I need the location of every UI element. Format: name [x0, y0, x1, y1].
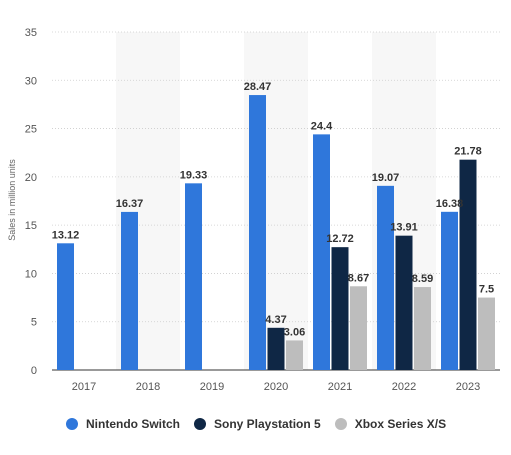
y-tick-label: 20 — [25, 172, 37, 184]
value-label: 12.72 — [326, 233, 354, 245]
bar — [441, 211, 458, 370]
x-tick-label: 2017 — [72, 381, 96, 393]
bar — [331, 247, 349, 370]
legend: Nintendo Switch Sony Playstation 5 Xbox … — [66, 417, 460, 431]
bar — [313, 134, 330, 370]
x-tick-label: 2023 — [456, 381, 480, 393]
value-label: 4.37 — [265, 314, 286, 326]
x-tick-label: 2020 — [264, 381, 288, 393]
value-label: 16.37 — [116, 198, 144, 210]
y-tick-label: 5 — [31, 317, 37, 329]
y-axis-title: Sales in million units — [7, 159, 17, 241]
legend-item-xbox-series-xs[interactable]: Xbox Series X/S — [334, 417, 447, 431]
value-label: 8.59 — [412, 273, 433, 285]
value-label: 3.06 — [284, 326, 305, 338]
bar — [57, 243, 74, 370]
bar — [478, 297, 495, 370]
legend-item-nintendo-switch[interactable]: Nintendo Switch — [66, 417, 180, 431]
y-axis-ticks: 0 5 10 15 20 25 30 35 — [25, 27, 37, 377]
alternating-year-bands — [116, 32, 436, 370]
value-label: 19.33 — [180, 169, 208, 181]
value-label: 13.91 — [390, 222, 418, 234]
legend-label: Xbox Series X/S — [354, 417, 447, 431]
x-axis-ticks: 2017 2018 2019 2020 2021 2022 2023 — [72, 381, 480, 393]
value-label: 13.12 — [52, 229, 80, 241]
legend-label: Sony Playstation 5 — [214, 417, 321, 431]
x-tick-label: 2022 — [392, 381, 416, 393]
legend-label: Nintendo Switch — [86, 417, 180, 431]
bar — [414, 287, 431, 370]
bar — [395, 235, 413, 370]
value-label: 16.38 — [436, 198, 464, 210]
bars — [57, 95, 495, 370]
legend-item-sony-playstation-5[interactable]: Sony Playstation 5 — [194, 417, 321, 431]
value-label: 8.67 — [348, 272, 369, 284]
legend-swatch — [334, 418, 347, 430]
bar — [185, 183, 202, 370]
value-labels: 13.12 16.37 19.33 28.47 4.373.06 24.4 12.72 8.6… — [52, 81, 494, 338]
value-label: 24.4 — [311, 120, 333, 132]
y-tick-label: 10 — [25, 268, 37, 280]
bar — [377, 185, 394, 370]
value-label: 19.07 — [372, 172, 400, 184]
x-tick-label: 2021 — [328, 381, 352, 393]
legend-swatch — [66, 418, 78, 430]
y-tick-label: 15 — [25, 220, 37, 232]
bar — [459, 159, 477, 370]
y-tick-label: 35 — [25, 27, 37, 39]
bar — [267, 327, 285, 370]
legend-swatch — [194, 418, 206, 430]
x-tick-label: 2019 — [200, 381, 224, 393]
bar — [249, 95, 266, 370]
bar — [286, 340, 303, 370]
value-label: 21.78 — [454, 146, 482, 158]
bar — [350, 286, 367, 370]
y-tick-label: 30 — [25, 75, 37, 87]
x-tick-label: 2018 — [136, 381, 160, 393]
y-tick-label: 25 — [25, 124, 37, 136]
bar — [121, 211, 138, 370]
value-label: 28.47 — [244, 81, 272, 93]
y-tick-label: 0 — [31, 365, 37, 377]
value-label: 7.5 — [479, 284, 494, 296]
